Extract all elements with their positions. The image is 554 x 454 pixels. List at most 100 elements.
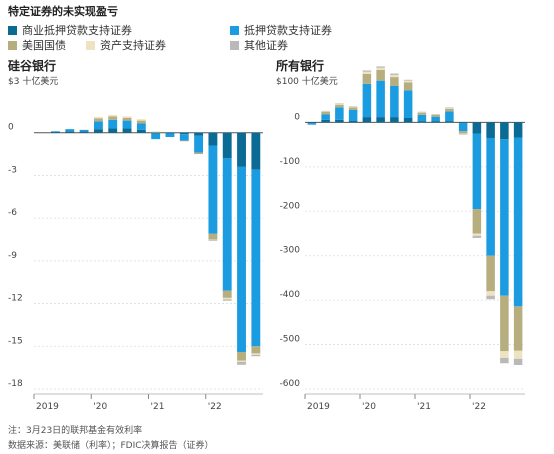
x-tick-label: 2019 <box>307 402 330 412</box>
bar-segment-other <box>445 107 454 108</box>
legend-item-treasuries: 美国国债 <box>8 37 66 53</box>
bar-segment-other <box>348 106 358 107</box>
bar-segment-mbs <box>251 169 261 347</box>
y-tick-label: -300 <box>280 246 301 256</box>
bar-segment-mbs <box>472 133 482 210</box>
panel-unit-all-banks: $100 十亿美元 <box>276 77 338 87</box>
bar-segment-abs <box>513 350 523 359</box>
bar-segment-treasuries <box>335 104 344 108</box>
bar-segment-abs <box>321 111 330 112</box>
legend-item-other: 其他证券 <box>230 37 288 53</box>
bar-segment-treasuries <box>122 117 132 121</box>
bar-segment-treasuries <box>513 306 523 351</box>
bar-segment-mbs <box>136 123 146 130</box>
bar-segment-cmbs <box>151 132 161 134</box>
bar-segment-mbs <box>362 83 372 118</box>
bar-segment-cmbs <box>486 122 495 138</box>
bar-segment-mbs <box>307 123 317 125</box>
bar-segment-abs <box>251 353 261 355</box>
bar-segment-cmbs <box>403 117 413 123</box>
bar-segment-treasuries <box>431 114 440 117</box>
bar-segment-other <box>486 295 495 300</box>
bar-segment-other <box>500 357 509 364</box>
bar-segment-other <box>335 103 344 104</box>
y-tick-label: 0 <box>294 112 300 122</box>
bar-segment-other <box>417 111 427 113</box>
bar-segment-abs <box>237 360 246 362</box>
bar-segment-abs <box>417 112 427 113</box>
bar-segment-other <box>222 299 232 301</box>
bar-segment-cmbs <box>417 121 427 123</box>
bar-segment-treasuries <box>136 120 146 124</box>
bar-segment-cmbs <box>251 132 261 170</box>
footnote: 注：3月23日的联邦基金有效利率 <box>8 426 143 436</box>
chart-title: 特定证券的未实现盈亏 <box>8 5 118 18</box>
bar-segment-mbs <box>179 134 189 141</box>
bar-segment-mbs <box>51 131 60 132</box>
y-tick-label: -400 <box>280 290 301 300</box>
bar-segment-abs <box>222 297 232 300</box>
bar-segment-mbs <box>165 133 175 137</box>
bar-segment-treasuries <box>108 116 118 120</box>
bar-segment-abs <box>151 131 161 132</box>
bar-segment-treasuries <box>321 111 330 115</box>
bar-segment-other <box>237 361 246 365</box>
bar-segment-cmbs <box>472 122 482 134</box>
y-tick-label: -15 <box>8 336 23 346</box>
bar-segment-cmbs <box>108 128 118 133</box>
bar-segment-cmbs <box>513 122 523 138</box>
bar-segment-mbs <box>237 166 246 352</box>
bar-segment-treasuries <box>445 108 454 112</box>
bar-segment-cmbs <box>93 129 103 133</box>
bar-segment-other <box>362 70 372 72</box>
bar-segment-treasuries <box>222 290 232 298</box>
legend-swatch <box>8 41 17 50</box>
bar-segment-mbs <box>93 121 103 130</box>
bar-segment-cmbs <box>321 119 330 123</box>
bar-segment-cmbs <box>307 122 317 124</box>
bar-segment-cmbs <box>122 128 132 133</box>
bar-segment-other <box>431 113 440 115</box>
bar-segment-treasuries <box>417 112 427 115</box>
y-tick-label: -100 <box>280 157 301 167</box>
bar-segment-abs <box>335 103 344 105</box>
bar-segment-cmbs <box>348 120 358 123</box>
bar-segment-treasuries <box>458 131 468 134</box>
legend-item-cmbs: 商业抵押贷款支持证券 <box>8 22 132 38</box>
bar-segment-cmbs <box>51 132 60 133</box>
bar-segment-abs <box>431 114 440 115</box>
x-tick-label: '22 <box>208 402 222 412</box>
bar-segment-mbs <box>376 80 385 118</box>
y-tick-label: -12 <box>8 294 23 304</box>
bar-segment-mbs <box>122 120 132 129</box>
bar-segment-mbs <box>513 137 523 307</box>
chart-panel-svb: 0 -3 -6 -9 -12 -15 -18 2019 '20 '21 '22 <box>8 114 263 412</box>
bar-segment-abs <box>108 114 118 117</box>
legend-swatch <box>86 41 95 50</box>
bar-segment-cmbs <box>335 119 344 123</box>
bar-segment-mbs <box>65 129 75 132</box>
bar-segment-abs <box>208 239 218 241</box>
y-tick-label: 0 <box>8 123 14 133</box>
legend-swatch <box>230 41 239 50</box>
x-tick-label: '20 <box>362 402 376 412</box>
legend-label: 抵押贷款支持证券 <box>244 24 332 37</box>
y-tick-label: -9 <box>8 251 17 261</box>
bar-segment-abs <box>376 67 385 70</box>
source-note: 数据来源：美联储（利率）；FDIC决算报告（证券） <box>8 441 214 451</box>
bar-segment-treasuries <box>194 152 204 155</box>
bar-segment-abs <box>445 107 454 109</box>
bar-segment-cmbs <box>445 121 454 123</box>
bar-segment-other <box>458 133 468 135</box>
bar-segment-treasuries <box>390 77 399 86</box>
chart-panel-all-banks: 0 -100 -200 -300 -400 -500 -600 2019 '20 '21 '22 <box>280 66 525 412</box>
bar-segment-mbs <box>335 107 344 120</box>
bar-segment-mbs <box>79 129 89 132</box>
bar-segment-mbs <box>486 137 495 256</box>
legend-item-abs: 资产支持证券 <box>86 37 166 53</box>
legend-label: 资产支持证券 <box>100 39 166 52</box>
bar-segment-cmbs <box>136 129 146 133</box>
bar-segment-treasuries <box>362 74 372 84</box>
y-tick-label: -18 <box>8 379 23 389</box>
